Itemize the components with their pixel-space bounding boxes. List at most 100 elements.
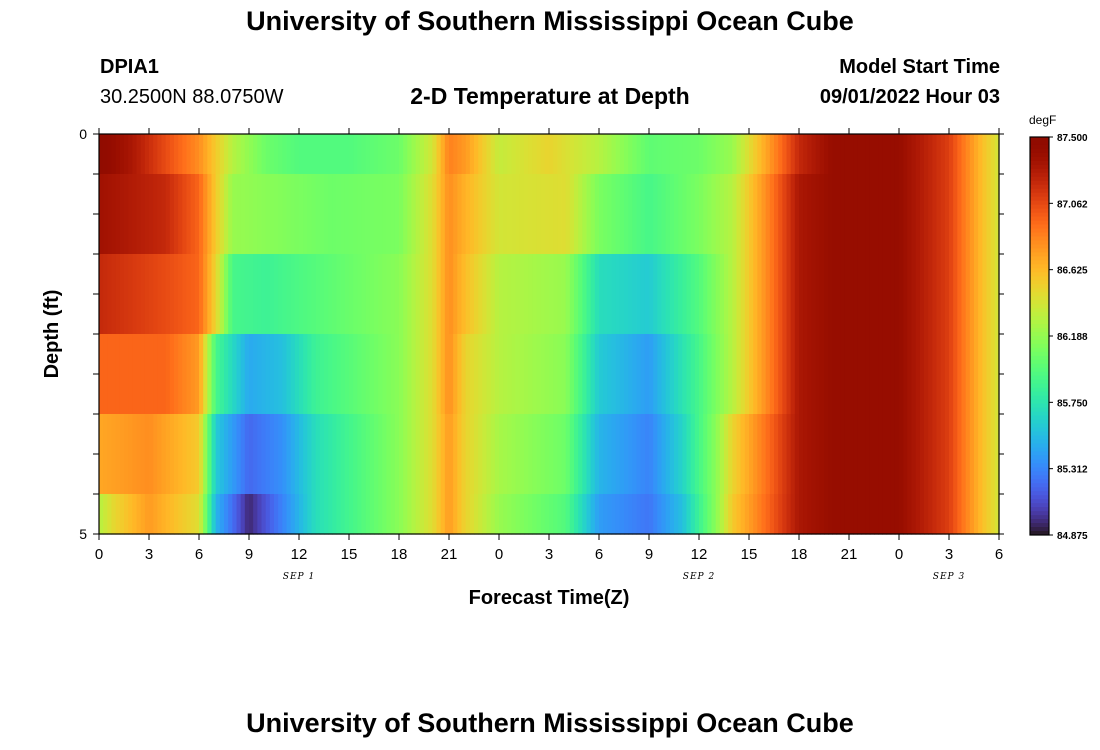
heatmap-cell	[694, 414, 700, 495]
heatmap-cell	[915, 174, 921, 255]
heatmap-cell	[769, 334, 775, 415]
heatmap-cell	[494, 134, 500, 175]
heatmap-cell	[536, 414, 542, 495]
heatmap-cell	[465, 414, 471, 495]
heatmap-cell	[603, 494, 608, 535]
heatmap-cell	[465, 334, 471, 415]
heatmap-cell	[853, 494, 858, 535]
colorbar-segment	[1030, 268, 1049, 273]
heatmap-cell	[690, 134, 696, 175]
heatmap-cell	[949, 134, 954, 175]
colorbar-segment	[1030, 451, 1049, 456]
heatmap-cell	[440, 494, 446, 535]
heatmap-cell	[732, 494, 738, 535]
heatmap-cell	[869, 414, 875, 495]
heatmap-cell	[949, 254, 954, 335]
heatmap-cell	[361, 494, 367, 535]
colorbar-segment	[1030, 487, 1049, 492]
heatmap-cell	[386, 334, 392, 415]
heatmap-cell	[482, 174, 488, 255]
heatmap-cell	[336, 254, 342, 335]
colorbar-segment	[1030, 459, 1049, 464]
heatmap-cell	[357, 334, 363, 415]
heatmap-cell	[878, 414, 883, 495]
heatmap-cell	[511, 494, 517, 535]
heatmap-cell	[957, 134, 963, 175]
colorbar-segment	[1030, 140, 1049, 146]
heatmap-cell	[890, 254, 896, 335]
heatmap-cell	[844, 414, 850, 495]
heatmap-cell	[194, 414, 200, 495]
heatmap-cell	[236, 494, 242, 535]
heatmap-cell	[907, 494, 913, 535]
heatmap-cell	[419, 254, 425, 335]
heatmap-cell	[778, 174, 783, 255]
heatmap-cell	[544, 174, 550, 255]
heatmap-cell	[544, 134, 550, 175]
heatmap-cell	[124, 494, 129, 535]
heatmap-cell	[415, 494, 421, 535]
x-tick-label: 6	[195, 546, 203, 563]
heatmap-cell	[136, 414, 142, 495]
heatmap-cell	[269, 134, 275, 175]
heatmap-cell	[840, 414, 846, 495]
heatmap-cell	[949, 334, 954, 415]
heatmap-cell	[319, 334, 325, 415]
heatmap-cell	[119, 414, 125, 495]
heatmap-cell	[940, 134, 946, 175]
heatmap-cell	[715, 494, 721, 535]
heatmap-cell	[607, 414, 613, 495]
heatmap-cell	[353, 174, 358, 255]
heatmap-cell	[890, 334, 896, 415]
heatmap-cell	[249, 414, 254, 495]
heatmap-cell	[274, 174, 279, 255]
heatmap-cell	[269, 414, 275, 495]
heatmap-cell	[765, 134, 771, 175]
colorbar-segment	[1030, 260, 1049, 265]
colorbar-segment	[1030, 312, 1049, 317]
heatmap-cell	[419, 494, 425, 535]
heatmap-cell	[115, 494, 121, 535]
heatmap-cell	[644, 414, 650, 495]
heatmap-cell	[361, 134, 367, 175]
colorbar-tick-label: 87.500	[1057, 133, 1088, 144]
heatmap-cell	[165, 134, 171, 175]
heatmap-cell	[953, 414, 958, 495]
heatmap-cell	[407, 334, 413, 415]
heatmap-cell	[790, 334, 796, 415]
heatmap-cell	[815, 134, 821, 175]
heatmap-cell	[399, 414, 404, 495]
heatmap-cell	[115, 174, 121, 255]
heatmap-cell	[769, 254, 775, 335]
heatmap-cell	[982, 174, 988, 255]
heatmap-cell	[249, 254, 254, 335]
heatmap-cell	[365, 334, 371, 415]
heatmap-cell	[503, 494, 508, 535]
heatmap-cell	[194, 174, 200, 255]
heatmap-cell	[653, 494, 658, 535]
heatmap-cell	[832, 174, 838, 255]
heatmap-cell	[365, 414, 371, 495]
heatmap-cell	[340, 174, 346, 255]
colorbar-tick-label: 84.875	[1057, 531, 1088, 542]
heatmap-cell	[978, 334, 983, 415]
heatmap-cell	[224, 134, 229, 175]
heatmap-cell	[878, 494, 883, 535]
heatmap-cell	[874, 414, 879, 495]
colorbar-segment	[1030, 196, 1049, 202]
heatmap-cell	[936, 494, 942, 535]
heatmap-cell	[857, 494, 863, 535]
heatmap-cell	[603, 134, 608, 175]
colorbar-segment	[1030, 156, 1049, 162]
heatmap-cell	[165, 174, 171, 255]
colorbar-segment	[1030, 383, 1049, 389]
heatmap-cell	[294, 254, 300, 335]
heatmap-cell	[528, 174, 533, 255]
heatmap-cell	[369, 334, 375, 415]
heatmap-cell	[915, 494, 921, 535]
heatmap-cell	[640, 134, 646, 175]
heatmap-cell	[544, 254, 550, 335]
heatmap-cell	[632, 494, 638, 535]
heatmap-cell	[461, 254, 467, 335]
heatmap-cell	[828, 334, 833, 415]
